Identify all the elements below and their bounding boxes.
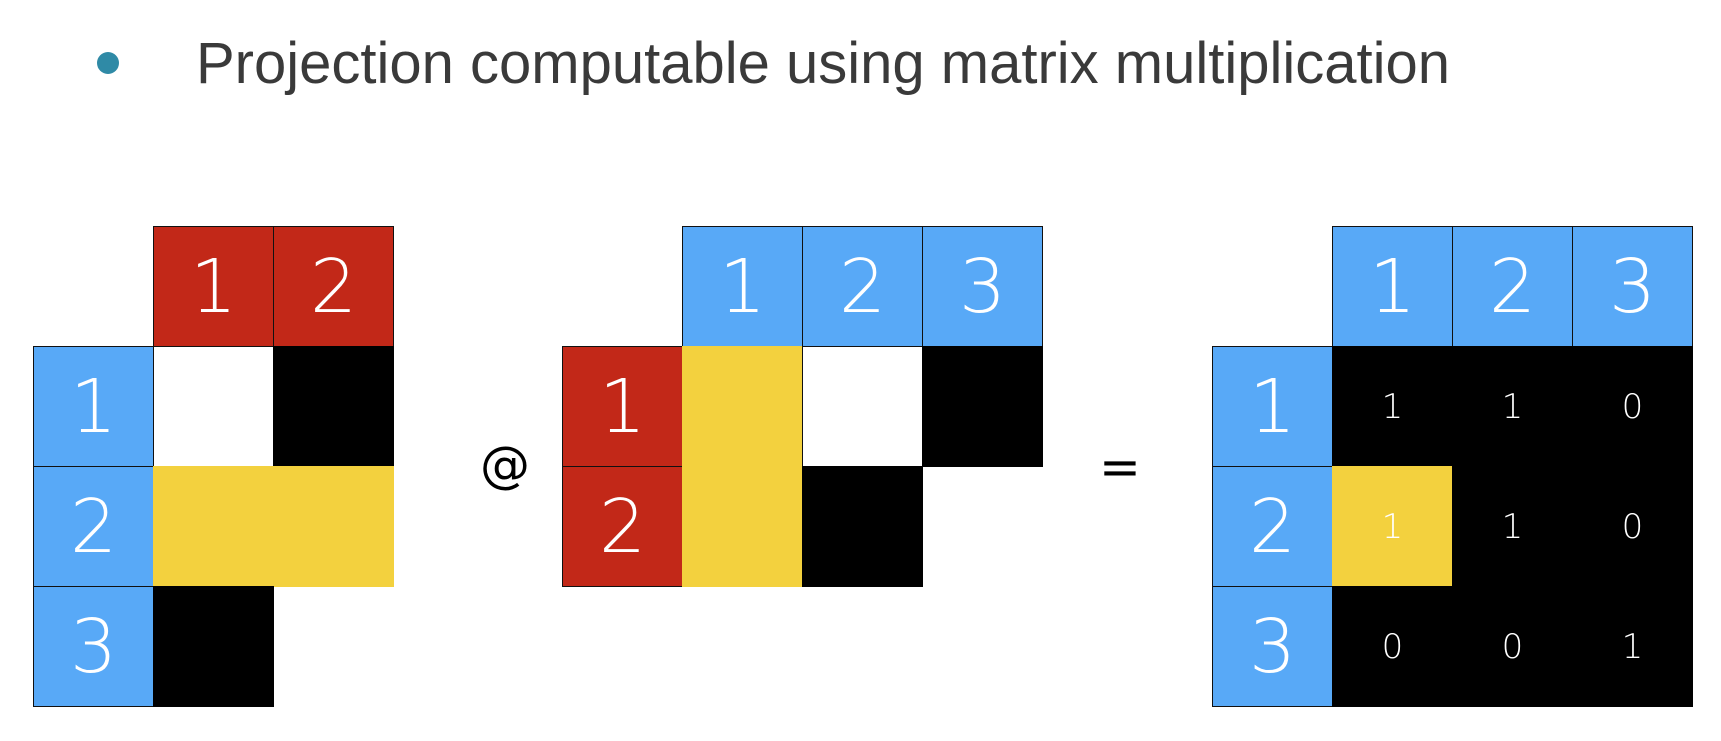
left-row-header-2: 2 bbox=[33, 466, 154, 587]
middle-cell-r2-c1 bbox=[682, 466, 803, 587]
middle-cell-r2-c2 bbox=[802, 466, 923, 587]
left-col-header-2: 2 bbox=[273, 226, 394, 347]
result-cell-r1-c2: 1 bbox=[1452, 346, 1573, 467]
result-col-header-3: 3 bbox=[1572, 226, 1693, 347]
result-row-header-3: 3 bbox=[1212, 586, 1333, 707]
result-cell-r3-c3: 1 bbox=[1572, 586, 1693, 707]
result-cell-r1-c3: 0 bbox=[1572, 346, 1693, 467]
result-cell-r2-c2: 1 bbox=[1452, 466, 1573, 587]
middle-col-header-3: 3 bbox=[922, 226, 1043, 347]
left-row-header-3: 3 bbox=[33, 586, 154, 707]
result-cell-r3-c1: 0 bbox=[1332, 586, 1453, 707]
bullet-dot bbox=[97, 52, 119, 74]
result-col-header-2: 2 bbox=[1452, 226, 1573, 347]
result-cell-r1-c1: 1 bbox=[1332, 346, 1453, 467]
middle-cell-r1-c3 bbox=[922, 346, 1043, 467]
result-col-header-1: 1 bbox=[1332, 226, 1453, 347]
middle-cell-r1-c1 bbox=[682, 346, 803, 467]
left-cell-r1-c1 bbox=[153, 346, 274, 467]
middle-col-header-2: 2 bbox=[802, 226, 923, 347]
result-row-header-1: 1 bbox=[1212, 346, 1333, 467]
left-cell-r1-c2 bbox=[273, 346, 394, 467]
result-cell-r3-c2: 0 bbox=[1452, 586, 1573, 707]
left-cell-r2-c2 bbox=[273, 466, 394, 587]
middle-col-header-1: 1 bbox=[682, 226, 803, 347]
slide-title: Projection computable using matrix multi… bbox=[196, 31, 1451, 96]
equals-operator: = bbox=[1099, 438, 1141, 496]
left-cell-r2-c1 bbox=[153, 466, 274, 587]
middle-row-header-1: 1 bbox=[562, 346, 683, 467]
left-cell-r3-c1 bbox=[153, 586, 274, 707]
left-col-header-1: 1 bbox=[153, 226, 274, 347]
middle-cell-r1-c2 bbox=[802, 346, 923, 467]
result-cell-r2-c1: 1 bbox=[1332, 466, 1453, 587]
result-cell-r2-c3: 0 bbox=[1572, 466, 1693, 587]
middle-row-header-2: 2 bbox=[562, 466, 683, 587]
matmul-operator: @ bbox=[480, 436, 530, 494]
result-row-header-2: 2 bbox=[1212, 466, 1333, 587]
left-row-header-1: 1 bbox=[33, 346, 154, 467]
